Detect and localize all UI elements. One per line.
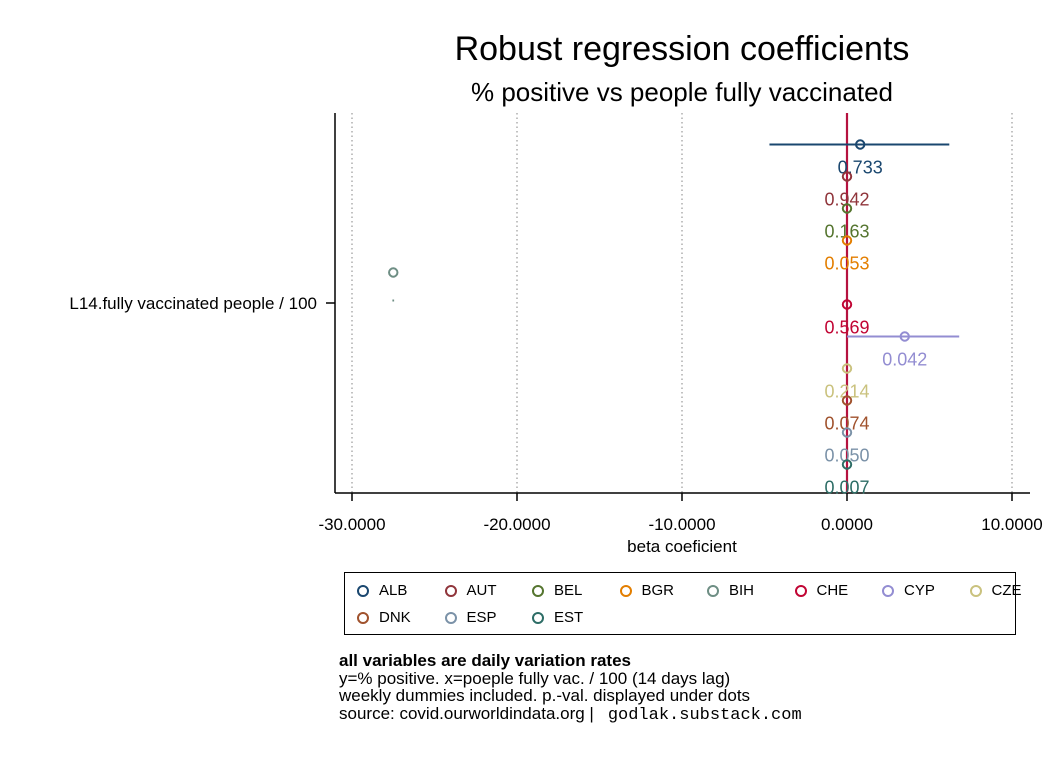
point-cyp: [899, 331, 910, 342]
legend-marker-icon: [707, 584, 719, 597]
pval-label-bih: .: [391, 286, 396, 306]
legend-marker-icon: [969, 584, 982, 597]
chart-legend: ALB AUT BEL BGR BIH CHE CYP CZE DNK ESP EST: [344, 572, 1022, 635]
point-aut: [841, 171, 853, 182]
point-dnk: [841, 395, 853, 406]
pval-label-esp: 0.050: [824, 446, 869, 466]
point-bih: [388, 267, 399, 278]
note-line-2: y=% positive. x=poeple fully vac. / 100 …: [339, 668, 731, 688]
point-alb: [855, 139, 866, 150]
legend-label: CZE: [991, 582, 1022, 599]
legend-label: DNK: [379, 609, 411, 626]
note-line-1: all variables are daily variation rates: [339, 651, 631, 670]
legend-item-cze: CZE: [969, 582, 1022, 599]
legend-label: CYP: [904, 582, 935, 599]
legend-item-dnk: DNK: [357, 609, 411, 626]
pval-label-cze: 0.214: [824, 382, 869, 402]
legend-marker-icon: [882, 584, 894, 597]
x-tick-label: -30.0000: [318, 515, 385, 534]
legend-item-aut: AUT: [444, 582, 497, 599]
legend-marker-icon: [532, 584, 544, 597]
legend-marker-icon: [532, 611, 544, 624]
legend-marker-icon: [444, 584, 457, 597]
legend-marker-icon: [357, 584, 369, 597]
legend-item-alb: ALB: [357, 582, 407, 599]
legend-item-esp: ESP: [444, 609, 497, 626]
legend-item-bel: BEL: [532, 582, 582, 599]
x-tick-label: 0.0000: [821, 515, 873, 534]
legend-item-bih: BIH: [707, 582, 754, 599]
legend-label: BEL: [554, 582, 583, 599]
note-substack: godlak.substack.com: [607, 705, 802, 725]
legend-marker-icon: [619, 584, 632, 597]
legend-label: ESP: [466, 609, 497, 626]
chart-title: Robust regression coefficients: [454, 30, 910, 68]
legend-label: EST: [554, 609, 584, 626]
legend-item-est: EST: [532, 609, 583, 626]
x-tick-label: -10.0000: [648, 515, 715, 534]
legend-label: ALB: [379, 582, 408, 599]
legend-marker-icon: [444, 611, 457, 624]
pval-label-che: 0.569: [824, 318, 869, 338]
point-che: [841, 299, 853, 310]
legend-label: CHE: [816, 582, 849, 599]
note-line-4: source: covid.ourworldindata.org | godlak…: [339, 703, 802, 725]
chart-subtitle: % positive vs people fully vaccinated: [470, 77, 893, 107]
legend-label: BIH: [729, 582, 755, 599]
x-axis-title: beta coeficient: [627, 537, 737, 556]
point-bgr: [841, 235, 853, 246]
legend-label: AUT: [466, 582, 497, 599]
legend-marker-icon: [794, 584, 807, 597]
pval-label-cyp: 0.042: [882, 350, 927, 370]
chart-notes: all variables are daily variation rates …: [339, 652, 802, 724]
legend-item-che: CHE: [794, 582, 849, 599]
note-source: source: covid.ourworldindata.org |: [339, 703, 594, 723]
y-tick-label: L14.fully vaccinated people / 100: [69, 294, 317, 313]
pval-label-dnk: 0.074: [824, 414, 869, 434]
chart-plot: -30.0000 -20.0000 -10.0000 0.0000 10.0000 bet…: [69, 113, 1043, 556]
legend-marker-icon: [357, 611, 369, 624]
pval-label-est: 0.007: [824, 478, 869, 498]
x-tick-label: 10.0000: [981, 515, 1042, 534]
point-cze: [841, 363, 853, 374]
note-line-3: weekly dummies included. p.-val. display…: [339, 686, 751, 705]
point-bel: [841, 203, 853, 214]
legend-item-cyp: CYP: [882, 582, 935, 599]
pval-label-aut: 0.942: [824, 190, 869, 210]
point-esp: [841, 427, 853, 438]
pval-label-bel: 0.163: [824, 222, 869, 242]
pval-label-bgr: 0.053: [824, 254, 869, 274]
legend-item-bgr: BGR: [619, 582, 675, 599]
x-tick-label: -20.0000: [483, 515, 550, 534]
legend-label: BGR: [641, 582, 675, 599]
point-est: [841, 459, 853, 470]
